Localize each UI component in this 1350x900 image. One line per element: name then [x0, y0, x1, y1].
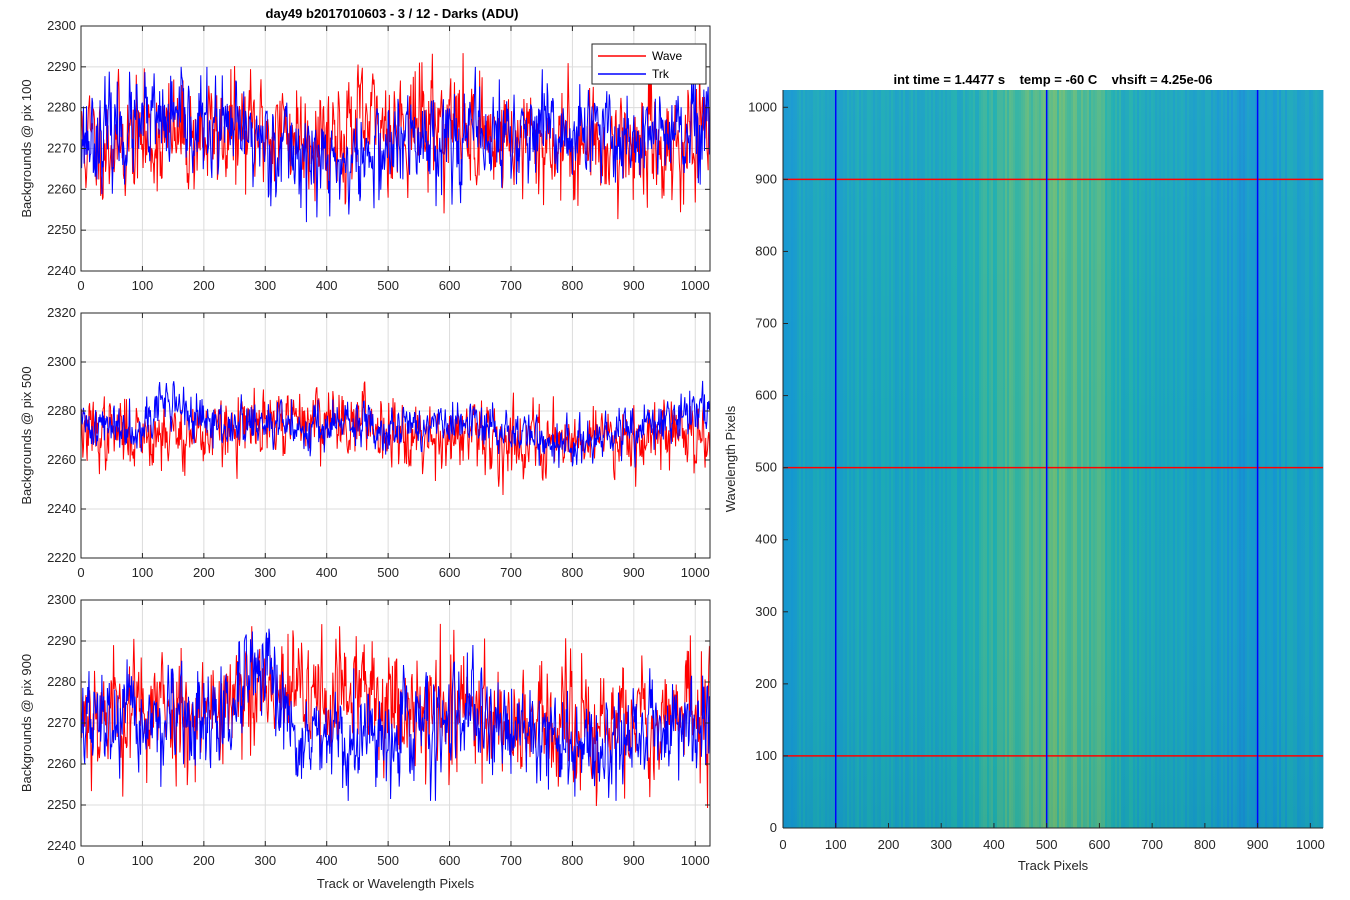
ytick-label: 2290: [47, 633, 76, 648]
xtick-label: 200: [193, 853, 215, 868]
xtick-label: 1000: [681, 565, 710, 580]
y-axis-label: Backgrounds @ pix 100: [19, 79, 34, 217]
ytick-label: 2280: [47, 403, 76, 418]
ytick-label: 400: [755, 532, 777, 547]
heatmap-title: int time = 1.4477 s temp = -60 C vhsift …: [893, 72, 1212, 87]
xtick-label: 800: [1194, 837, 1216, 852]
xtick-label: 500: [377, 278, 399, 293]
legend: Wave Trk: [591, 43, 707, 85]
legend-entry-wave: Wave: [652, 49, 683, 63]
series-line-trk: [81, 380, 710, 468]
heatmap-shade: [783, 90, 1323, 828]
ytick-label: 2290: [47, 59, 76, 74]
xtick-label: 700: [500, 853, 522, 868]
y-axis-label: Backgrounds @ pix 500: [19, 366, 34, 504]
ytick-label: 2220: [47, 550, 76, 565]
ytick-label: 2260: [47, 181, 76, 196]
ytick-label: 0: [770, 820, 777, 835]
ytick-label: 800: [755, 243, 777, 258]
xtick-label: 900: [623, 278, 645, 293]
xtick-label: 800: [562, 565, 584, 580]
xtick-label: 200: [193, 565, 215, 580]
xtick-label: 700: [1141, 837, 1163, 852]
ytick-label: 2280: [47, 100, 76, 115]
xtick-label: 0: [77, 853, 84, 868]
panel-pix-100: 0 100 200 300 400 500 600 700 800 900 1000 2240 2250…: [19, 18, 711, 293]
ytick-label: 2320: [47, 305, 76, 320]
panel-heatmap: 0 100 200 300 400 500 600 700 800 900 1000 0 100 200 3…: [723, 72, 1325, 873]
ytick-label: 2250: [47, 797, 76, 812]
xtick-label: 600: [1089, 837, 1111, 852]
xtick-label: 1000: [681, 853, 710, 868]
xtick-label: 200: [193, 278, 215, 293]
xtick-label: 1000: [1296, 837, 1325, 852]
xtick-label: 600: [439, 278, 461, 293]
x-axis-label: Track Pixels: [1018, 858, 1089, 873]
ytick-label: 2300: [47, 18, 76, 33]
ytick-label: 2280: [47, 674, 76, 689]
xtick-label: 700: [500, 565, 522, 580]
series-line-trk: [81, 628, 710, 801]
xtick-label: 0: [77, 278, 84, 293]
xtick-label: 400: [316, 565, 338, 580]
xtick-label: 600: [439, 853, 461, 868]
xtick-label: 100: [132, 853, 154, 868]
ytick-label: 2240: [47, 263, 76, 278]
ytick-label: 2260: [47, 452, 76, 467]
ytick-label: 2300: [47, 592, 76, 607]
y-axis-label: Wavelength Pixels: [723, 405, 738, 512]
y-axis-label: Backgrounds @ pix 900: [19, 654, 34, 792]
xtick-label: 400: [983, 837, 1005, 852]
xtick-label: 0: [779, 837, 786, 852]
legend-entry-trk: Trk: [652, 67, 670, 81]
xtick-label: 100: [132, 278, 154, 293]
xtick-label: 100: [132, 565, 154, 580]
panel-pix-900: 0 100 200 300 400 500 600 700 800 900 1000 2240 2250…: [19, 592, 711, 891]
panel-pix-500: 0 100 200 300 400 500 600 700 800 900 1000 2220 2240…: [19, 305, 711, 580]
xtick-label: 200: [878, 837, 900, 852]
xtick-label: 800: [562, 278, 584, 293]
xtick-label: 900: [623, 853, 645, 868]
ytick-label: 2260: [47, 756, 76, 771]
ytick-label: 500: [755, 460, 777, 475]
xtick-label: 400: [316, 853, 338, 868]
ytick-label: 2250: [47, 222, 76, 237]
xtick-label: 1000: [681, 278, 710, 293]
ytick-label: 900: [755, 171, 777, 186]
ytick-label: 2270: [47, 141, 76, 156]
xtick-label: 900: [623, 565, 645, 580]
xtick-label: 400: [316, 278, 338, 293]
xtick-label: 700: [500, 278, 522, 293]
xtick-label: 900: [1247, 837, 1269, 852]
ytick-label: 300: [755, 604, 777, 619]
x-axis-label: Track or Wavelength Pixels: [317, 876, 475, 891]
ytick-label: 600: [755, 388, 777, 403]
xtick-label: 300: [930, 837, 952, 852]
ytick-label: 200: [755, 676, 777, 691]
xtick-label: 0: [77, 565, 84, 580]
series-line-trk: [81, 66, 710, 223]
legend-box: [591, 43, 707, 85]
ytick-label: 100: [755, 748, 777, 763]
ytick-label: 2300: [47, 354, 76, 369]
ytick-label: 700: [755, 316, 777, 331]
xtick-label: 300: [254, 565, 276, 580]
ytick-label: 2270: [47, 715, 76, 730]
xtick-label: 100: [825, 837, 847, 852]
xtick-label: 800: [562, 853, 584, 868]
xtick-label: 300: [254, 278, 276, 293]
ytick-label: 2240: [47, 838, 76, 853]
axes-box: [80, 312, 711, 559]
xtick-label: 500: [377, 853, 399, 868]
xtick-label: 600: [439, 565, 461, 580]
ytick-label: 2240: [47, 501, 76, 516]
ytick-label: 1000: [748, 99, 777, 114]
xtick-label: 500: [1036, 837, 1058, 852]
figure-title: day49 b2017010603 - 3 / 12 - Darks (ADU): [266, 6, 519, 21]
xtick-label: 300: [254, 853, 276, 868]
xtick-label: 500: [377, 565, 399, 580]
